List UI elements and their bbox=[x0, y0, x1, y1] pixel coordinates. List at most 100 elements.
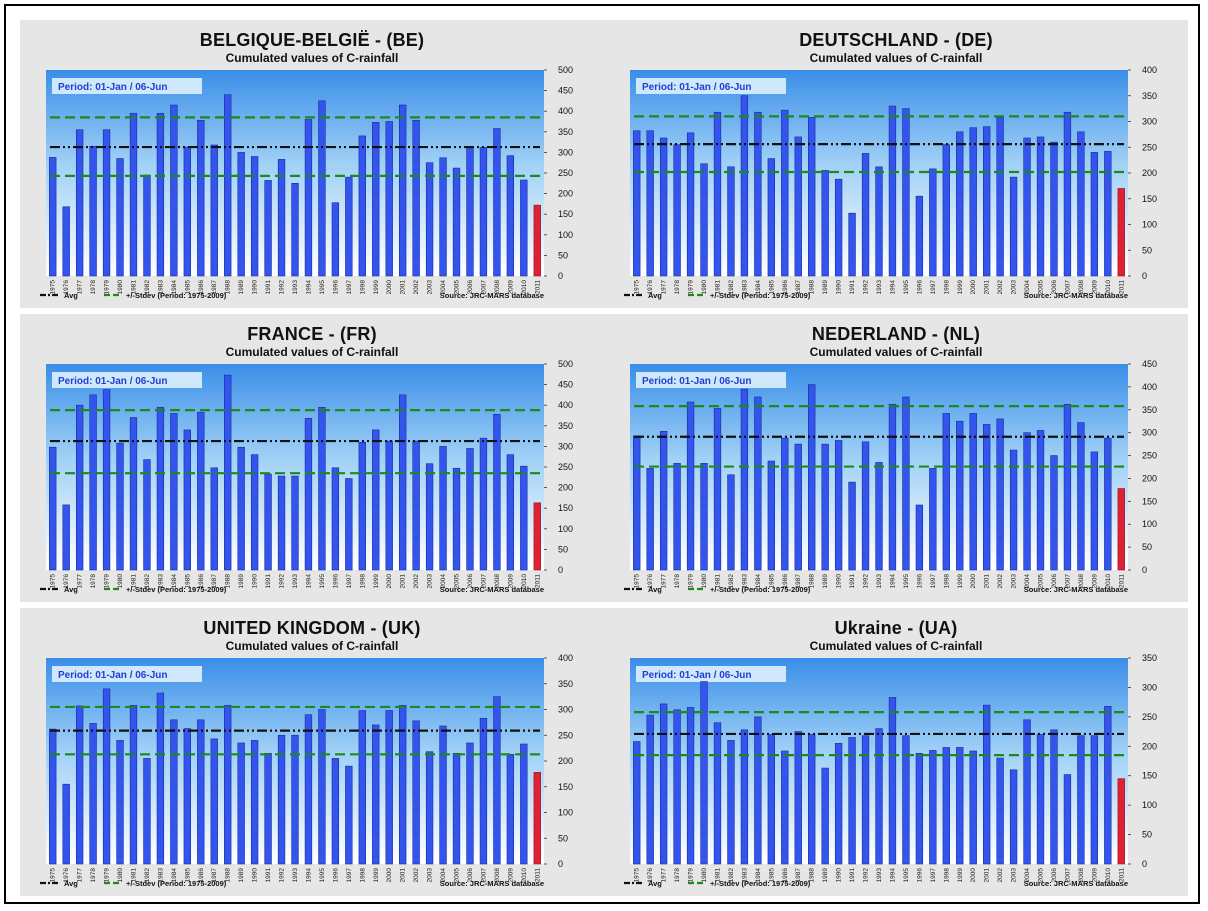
bar-1985 bbox=[183, 429, 191, 571]
bar-1983 bbox=[156, 406, 165, 571]
x-tick-label: 1998 bbox=[943, 280, 950, 295]
x-tick-label: 1999 bbox=[957, 280, 964, 295]
bar-1991 bbox=[264, 180, 272, 277]
x-tick-label: 2002 bbox=[997, 868, 1004, 883]
period-box bbox=[636, 666, 786, 682]
bar-1999 bbox=[956, 747, 964, 865]
x-tick-label: 1989 bbox=[238, 280, 245, 295]
bar-2000 bbox=[969, 413, 977, 571]
bar-1999 bbox=[372, 122, 380, 277]
x-tick-label: 2002 bbox=[413, 280, 420, 295]
bar-1999 bbox=[372, 429, 380, 571]
bar-2011 bbox=[533, 502, 541, 571]
y-tick-label: 300 bbox=[558, 441, 573, 451]
bar-1979 bbox=[686, 707, 695, 865]
bar-2000 bbox=[385, 121, 393, 277]
bar-1985 bbox=[183, 146, 191, 277]
x-tick-label: 1989 bbox=[822, 574, 829, 589]
bar-2011 bbox=[1117, 188, 1125, 277]
y-tick-label: 350 bbox=[1142, 405, 1157, 415]
x-tick-label: 1988 bbox=[809, 280, 816, 295]
bar-1992 bbox=[861, 735, 870, 865]
y-tick-label: 50 bbox=[1142, 830, 1152, 840]
bar-1992 bbox=[861, 153, 870, 277]
x-tick-label: 2005 bbox=[454, 574, 461, 589]
bar-1984 bbox=[170, 413, 178, 571]
bar-1985 bbox=[767, 734, 775, 865]
x-tick-label: 2004 bbox=[440, 868, 447, 883]
period-box bbox=[636, 78, 786, 94]
x-tick-label: 2008 bbox=[1078, 574, 1085, 589]
bar-1999 bbox=[956, 420, 964, 571]
bar-2005 bbox=[452, 167, 461, 277]
bar-2004 bbox=[439, 446, 447, 571]
x-tick-label: 2000 bbox=[970, 574, 977, 589]
bar-1977 bbox=[75, 129, 84, 277]
bar-1997 bbox=[345, 478, 353, 571]
x-tick-label: 1999 bbox=[373, 868, 380, 883]
x-tick-label: 1977 bbox=[661, 280, 668, 295]
bar-2007 bbox=[479, 147, 488, 277]
bar-1978 bbox=[673, 144, 681, 277]
bar-1976 bbox=[62, 783, 70, 865]
x-tick-label: 1993 bbox=[876, 868, 883, 883]
x-tick-label: 2005 bbox=[1038, 574, 1045, 589]
period-label: Period: 01-Jan / 06-Jun bbox=[58, 670, 167, 681]
bar-1980 bbox=[116, 442, 124, 571]
y-tick-label: 50 bbox=[558, 544, 568, 554]
x-tick-label: 2003 bbox=[427, 868, 434, 883]
bar-1976 bbox=[62, 504, 70, 571]
bar-1986 bbox=[197, 119, 205, 277]
chart-panel-de: Period: 01-Jan / 06-Jun 0 50 100 150 200 250 30… bbox=[604, 20, 1188, 308]
bar-1989 bbox=[821, 170, 829, 277]
source-label: Source: JRC-MARS database bbox=[1024, 585, 1128, 594]
x-tick-label: 1989 bbox=[822, 280, 829, 295]
bar-2010 bbox=[1104, 437, 1112, 571]
chart-subtitle: Cumulated values of C-rainfall bbox=[809, 639, 983, 653]
x-tick-label: 1994 bbox=[305, 280, 312, 295]
bar-1986 bbox=[781, 750, 789, 865]
bar-1991 bbox=[848, 212, 856, 277]
chart-subtitle: Cumulated values of C-rainfall bbox=[225, 51, 399, 65]
x-tick-label: 2001 bbox=[400, 574, 407, 589]
bar-2011 bbox=[533, 772, 541, 865]
x-tick-label: 1981 bbox=[714, 868, 721, 883]
x-tick-label: 1986 bbox=[782, 868, 789, 883]
legend-stdev-label: +/-Stdev (Period: 1975-2009) bbox=[126, 585, 227, 594]
x-tick-label: 2002 bbox=[997, 280, 1004, 295]
bar-1996 bbox=[915, 504, 924, 571]
bar-2000 bbox=[385, 710, 393, 865]
bar-1993 bbox=[875, 462, 883, 571]
x-tick-label: 1975 bbox=[634, 574, 641, 589]
bar-1995 bbox=[902, 396, 910, 571]
y-tick-label: 150 bbox=[558, 503, 573, 513]
y-tick-label: 100 bbox=[1142, 220, 1157, 230]
bar-1981 bbox=[713, 111, 722, 277]
bar-1983 bbox=[156, 692, 165, 865]
x-tick-label: 1992 bbox=[279, 574, 286, 589]
legend-avg-label: Avg bbox=[648, 585, 662, 594]
bar-1982 bbox=[727, 474, 735, 571]
bar-1983 bbox=[740, 729, 749, 865]
x-tick-label: 1985 bbox=[184, 280, 191, 295]
bar-2006 bbox=[466, 448, 474, 571]
bar-2009 bbox=[1090, 735, 1099, 865]
period-label: Period: 01-Jan / 06-Jun bbox=[58, 82, 167, 93]
x-tick-label: 1986 bbox=[198, 574, 205, 589]
bar-1995 bbox=[318, 100, 326, 277]
bar-1979 bbox=[102, 129, 111, 277]
bar-1978 bbox=[89, 394, 97, 571]
bar-2000 bbox=[385, 440, 393, 571]
x-tick-label: 2003 bbox=[1011, 574, 1018, 589]
bar-1975 bbox=[49, 157, 57, 277]
bar-2003 bbox=[1009, 449, 1018, 571]
x-tick-label: 2011 bbox=[534, 574, 541, 588]
y-tick-label: 450 bbox=[558, 380, 573, 390]
bar-2001 bbox=[399, 394, 407, 571]
x-tick-label: 1994 bbox=[305, 868, 312, 883]
bar-1998 bbox=[942, 144, 950, 277]
x-tick-label: 2000 bbox=[386, 574, 393, 589]
bar-1981 bbox=[129, 705, 138, 865]
bar-1988 bbox=[224, 705, 232, 865]
chart-title: DEUTSCHLAND - (DE) bbox=[799, 30, 993, 50]
